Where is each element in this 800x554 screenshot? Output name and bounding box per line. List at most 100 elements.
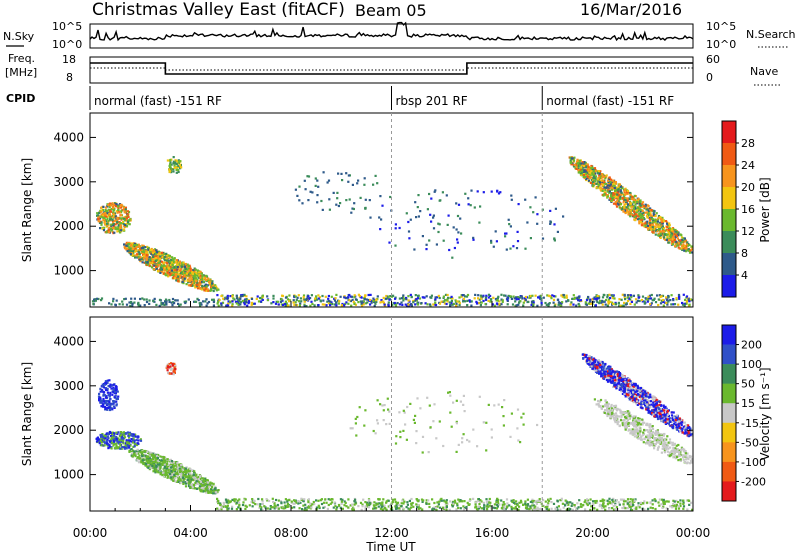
velocity-data-cell xyxy=(170,362,173,365)
power-data-cell xyxy=(130,297,133,300)
velocity-data-cell xyxy=(136,458,139,461)
power-data-cell xyxy=(675,240,678,243)
power-data-cell xyxy=(626,211,629,214)
power-data-cell xyxy=(394,304,398,307)
power-data-cell xyxy=(303,303,306,306)
power-data-cell xyxy=(590,173,593,176)
power-data-cell xyxy=(172,273,175,276)
velocity-data-cell xyxy=(150,466,153,469)
power-data-cell xyxy=(632,214,635,217)
power-data-cell xyxy=(639,214,642,217)
power-data-cell xyxy=(648,225,651,228)
power-data-cell xyxy=(104,219,107,222)
velocity-data-cell xyxy=(167,465,170,468)
velocity-data-cell xyxy=(160,459,163,462)
freq-right-tick-top: 60 xyxy=(706,53,720,66)
power-data-cell xyxy=(117,224,120,227)
power-data-cell xyxy=(532,211,535,214)
power-data-cell xyxy=(198,302,201,305)
power-data-cell xyxy=(385,294,388,298)
power-data-cell xyxy=(478,301,481,305)
velocity-data-cell xyxy=(199,487,203,490)
power-data-cell xyxy=(133,242,136,245)
power-data-cell xyxy=(581,161,584,164)
velocity-data-cell xyxy=(107,402,110,405)
power-data-cell xyxy=(302,296,305,299)
velocity-data-cell xyxy=(656,405,659,408)
power-data-cell xyxy=(643,302,646,305)
velocity-data-cell xyxy=(195,474,198,477)
power-data-cell xyxy=(184,301,187,305)
velocity-data-cell xyxy=(143,461,146,465)
velocity-data-cell xyxy=(153,454,156,457)
power-data-cell xyxy=(553,295,556,298)
power-data-cell xyxy=(569,161,572,164)
velocity-data-cell xyxy=(131,452,134,455)
power-data-cell xyxy=(430,294,433,297)
power-data-cell xyxy=(185,272,189,275)
power-data-cell xyxy=(150,252,153,255)
power-data-cell xyxy=(370,301,373,304)
power-data-cell xyxy=(330,301,333,304)
power-data-cell xyxy=(185,271,188,274)
power-data-cell xyxy=(444,293,448,296)
power-data-cell xyxy=(181,280,184,283)
power-data-cell xyxy=(677,296,681,299)
velocity-data-cell xyxy=(187,485,191,488)
power-data-cell xyxy=(607,300,610,303)
power-data-cell xyxy=(108,205,111,209)
power-data-cell xyxy=(645,223,648,226)
power-data-cell xyxy=(677,242,681,245)
power-data-cell xyxy=(614,191,617,194)
power-data-cell xyxy=(659,221,662,224)
power-data-cell xyxy=(178,260,181,263)
power-data-cell xyxy=(458,301,461,305)
velocity-data-cell xyxy=(180,470,183,473)
power-data-cell xyxy=(549,222,552,225)
power-data-cell xyxy=(629,215,632,218)
velocity-data-cell xyxy=(206,481,209,484)
power-data-cell xyxy=(148,299,151,302)
power-data-cell xyxy=(455,202,458,205)
power-data-cell xyxy=(354,298,358,301)
power-data-cell xyxy=(168,256,171,259)
power-data-cell xyxy=(425,295,428,298)
power-data-cell xyxy=(605,298,608,302)
power-data-cell xyxy=(665,296,668,299)
power-data-cell xyxy=(108,212,111,215)
power-data-cell xyxy=(524,295,527,299)
velocity-data-cell xyxy=(195,478,198,481)
velocity-data-cell xyxy=(156,459,159,462)
velocity-data-cell xyxy=(191,475,194,478)
velocity-data-cell xyxy=(635,402,638,405)
velocity-data-cell xyxy=(170,461,173,464)
power-data-cell xyxy=(379,195,382,198)
power-data-cell xyxy=(133,244,136,247)
power-data-cell xyxy=(619,207,622,210)
power-data-cell xyxy=(153,250,156,253)
power-data-cell xyxy=(266,295,269,298)
power-data-cell xyxy=(101,206,104,209)
power-data-cell xyxy=(123,229,126,232)
power-data-cell xyxy=(610,195,613,198)
velocity-data-cell xyxy=(201,480,204,483)
velocity-data-cell xyxy=(176,464,179,467)
power-data-cell xyxy=(299,302,302,305)
power-data-cell xyxy=(421,235,424,238)
velocity-data-cell xyxy=(103,405,106,409)
power-data-cell xyxy=(123,219,126,222)
nave-trace-line xyxy=(90,67,693,71)
power-data-cell xyxy=(664,229,667,232)
power-data-cell xyxy=(687,298,690,301)
power-data-cell xyxy=(200,280,203,283)
power-data-cell xyxy=(688,251,692,254)
power-data-cell xyxy=(689,250,692,253)
velocity-data-cell xyxy=(667,414,670,417)
power-data-cell xyxy=(603,179,606,182)
power-data-cell xyxy=(173,302,176,305)
power-data-cell xyxy=(657,298,660,301)
power-data-cell xyxy=(510,198,513,201)
velocity-data-cell xyxy=(173,475,176,478)
power-data-cell xyxy=(642,211,645,214)
power-data-cell xyxy=(645,207,648,210)
